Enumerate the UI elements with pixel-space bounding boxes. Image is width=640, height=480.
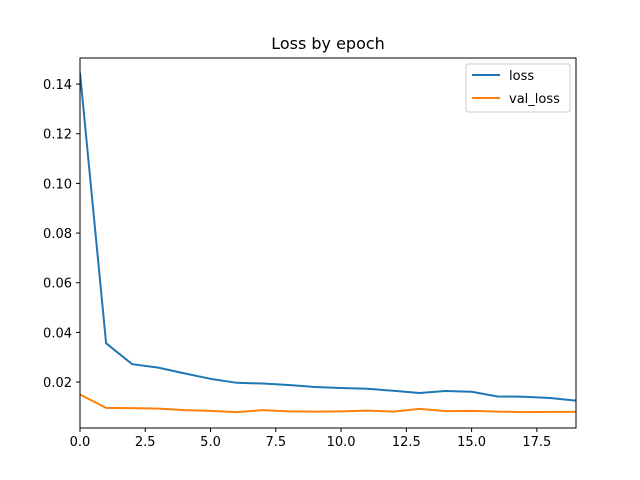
series-layer: [80, 72, 576, 414]
series-line-val-loss: [80, 393, 576, 414]
y-tick-label: 0.08: [43, 227, 72, 242]
x-tick-label: 7.5: [265, 435, 286, 450]
plot-frame: [79, 57, 577, 429]
y-tick-label: 0.12: [43, 128, 72, 143]
axes: 0.0 2.5 5.0 7.5 10.0 12.5 15.0 17.5 0.02 0.04 0.06…: [43, 57, 577, 450]
x-tick-label: 15.0: [457, 435, 486, 450]
y-tick-label: 0.04: [43, 326, 72, 341]
x-tick-label: 12.5: [392, 435, 421, 450]
y-tick-label: 0.06: [43, 277, 72, 292]
legend-label-val-loss: val_loss: [509, 92, 560, 107]
x-tick-label: 17.5: [522, 435, 551, 450]
x-tick-label: 5.0: [200, 435, 221, 450]
y-tick-label: 0.14: [43, 78, 72, 93]
chart-title: Loss by epoch: [271, 34, 385, 53]
legend-label-loss: loss: [509, 69, 534, 84]
y-tick-label: 0.10: [43, 177, 72, 192]
x-tick-label: 10.0: [327, 435, 356, 450]
y-tick-label: 0.02: [43, 376, 72, 391]
series-line-loss: [80, 72, 576, 402]
x-tick-label: 2.5: [135, 435, 156, 450]
x-tick-label: 0.0: [70, 435, 91, 450]
legend: loss val_loss: [465, 63, 571, 113]
